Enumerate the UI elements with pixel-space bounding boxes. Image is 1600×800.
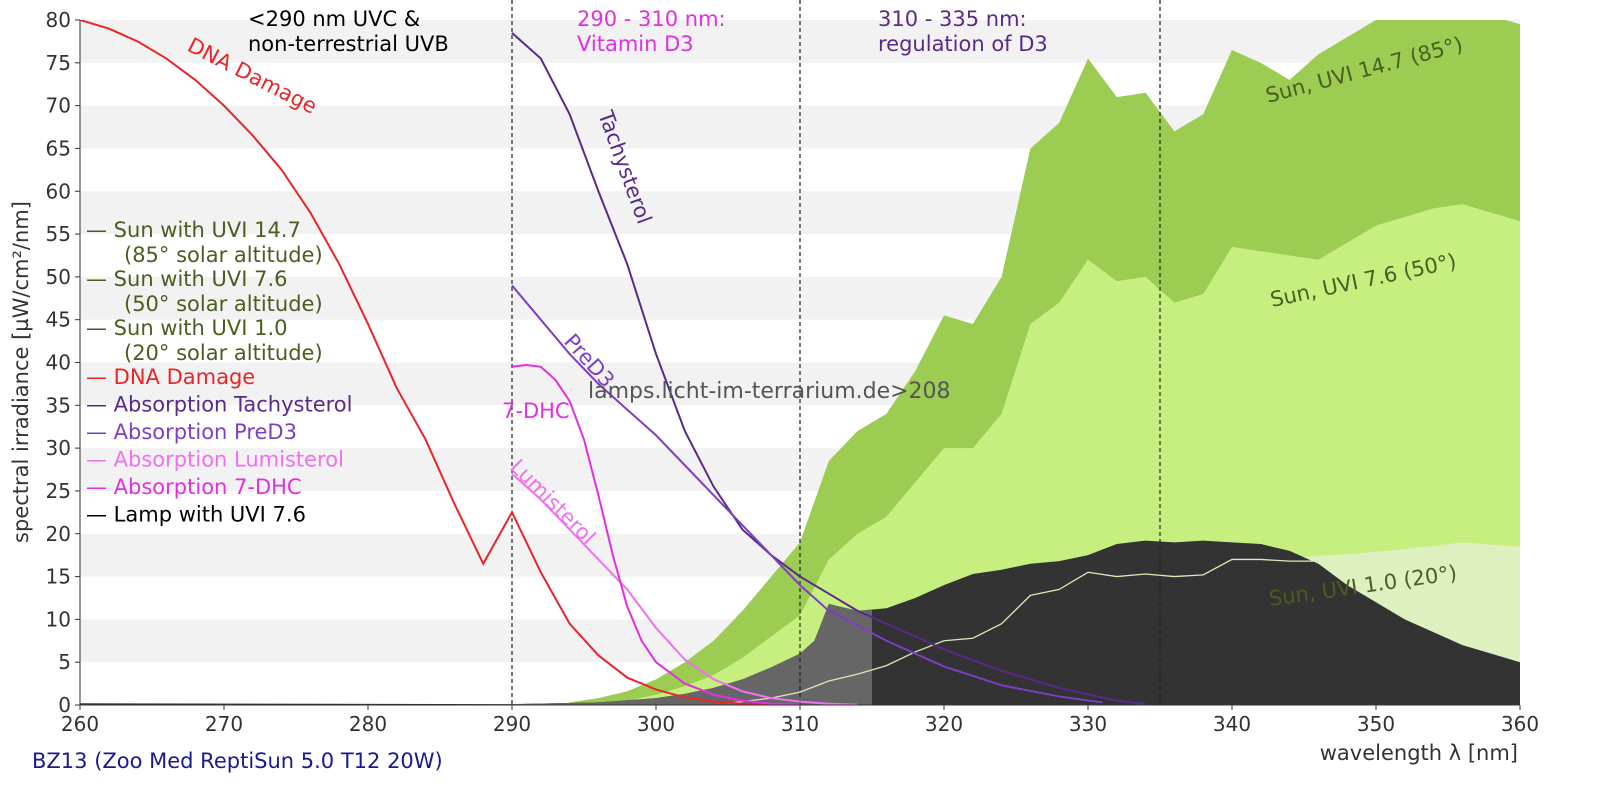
x-tick-label: 350: [1357, 712, 1395, 736]
y-tick-label: 55: [46, 222, 71, 246]
y-tick-label: 0: [58, 693, 71, 717]
y-tick-label: 35: [46, 393, 71, 417]
legend-item: — Sun with UVI 14.7: [86, 218, 301, 242]
y-tick-label: 80: [46, 8, 71, 32]
x-tick-label: 270: [205, 712, 243, 736]
x-tick-label: 320: [925, 712, 963, 736]
region-boundaries: [511, 0, 1161, 705]
y-tick-label: 45: [46, 308, 71, 332]
footer-title: BZ13 (Zoo Med ReptiSun 5.0 T12 20W): [32, 749, 443, 773]
y-tick-label: 5: [58, 650, 71, 674]
region-label-1-line1: <290 nm UVC &: [248, 7, 420, 31]
legend-item: — Lamp with UVI 7.6: [86, 503, 306, 527]
area-series: [80, 20, 1520, 705]
x-tick-label: 340: [1213, 712, 1251, 736]
x-tick-label: 290: [493, 712, 531, 736]
dhc7-line: [511, 364, 801, 705]
legend-item-subtitle: (85° solar altitude): [124, 243, 323, 267]
legend-item: — Absorption PreD3: [86, 420, 297, 444]
line-series: [80, 20, 1319, 705]
legend: — Sun with UVI 14.7(85° solar altitude)—…: [86, 218, 352, 527]
legend-item: — Sun with UVI 1.0: [86, 316, 288, 340]
y-axis-label: spectral irradiance [µW/cm²/nm]: [9, 201, 33, 543]
y-tick-label: 20: [46, 522, 71, 546]
x-tick-label: 260: [61, 712, 99, 736]
legend-item: — DNA Damage: [86, 365, 255, 389]
tick-labels: 0 5 10 15 20 25 30 35 40 45 50 55 60 65 70 75 80 260 270 28…: [46, 8, 1540, 736]
dna-damage-line: [80, 20, 772, 705]
lumisterol-line: [511, 473, 858, 705]
region-label-2-line1: 290 - 310 nm:: [577, 7, 726, 31]
y-tick-label: 40: [46, 351, 71, 375]
region-label-3-line2: regulation of D3: [878, 32, 1048, 56]
legend-item: — Absorption Tachysterol: [86, 393, 352, 417]
legend-item-subtitle: (50° solar altitude): [124, 292, 323, 316]
legend-item: — Absorption 7-DHC: [86, 475, 302, 499]
x-tick-label: 330: [1069, 712, 1107, 736]
lamp-uvb-area: [512, 603, 872, 705]
y-tick-label: 30: [46, 436, 71, 460]
x-tick-label: 310: [781, 712, 819, 736]
x-tick-label: 300: [637, 712, 675, 736]
region-label-1-line2: non-terrestrial UVB: [248, 32, 449, 56]
y-tick-label: 10: [46, 607, 71, 631]
region-label-3-line1: 310 - 335 nm:: [878, 7, 1027, 31]
legend-item-subtitle: (20° solar altitude): [124, 341, 323, 365]
y-tick-label: 25: [46, 479, 71, 503]
x-tick-label: 360: [1501, 712, 1539, 736]
tachysterol-line: [511, 32, 1146, 705]
region-label-2-line2: Vitamin D3: [577, 32, 694, 56]
legend-item: — Absorption Lumisterol: [86, 448, 344, 472]
uvi-weighted-line: [727, 558, 1319, 704]
dhc7-curve-label: 7-DHC: [502, 399, 570, 423]
x-axis-label: wavelength λ [nm]: [1320, 741, 1518, 765]
pred3-line: [511, 284, 1103, 704]
y-tick-label: 15: [46, 565, 71, 589]
y-tick-label: 60: [46, 179, 71, 203]
y-tick-label: 65: [46, 136, 71, 160]
legend-item: — Sun with UVI 7.6: [86, 267, 288, 291]
grid-band: [80, 20, 1520, 63]
x-tick-label: 280: [349, 712, 387, 736]
y-tick-label: 50: [46, 265, 71, 289]
y-tick-label: 75: [46, 51, 71, 75]
y-tick-label: 70: [46, 94, 71, 118]
watermark: lamps.licht-im-terrarium.de>208: [588, 379, 951, 404]
